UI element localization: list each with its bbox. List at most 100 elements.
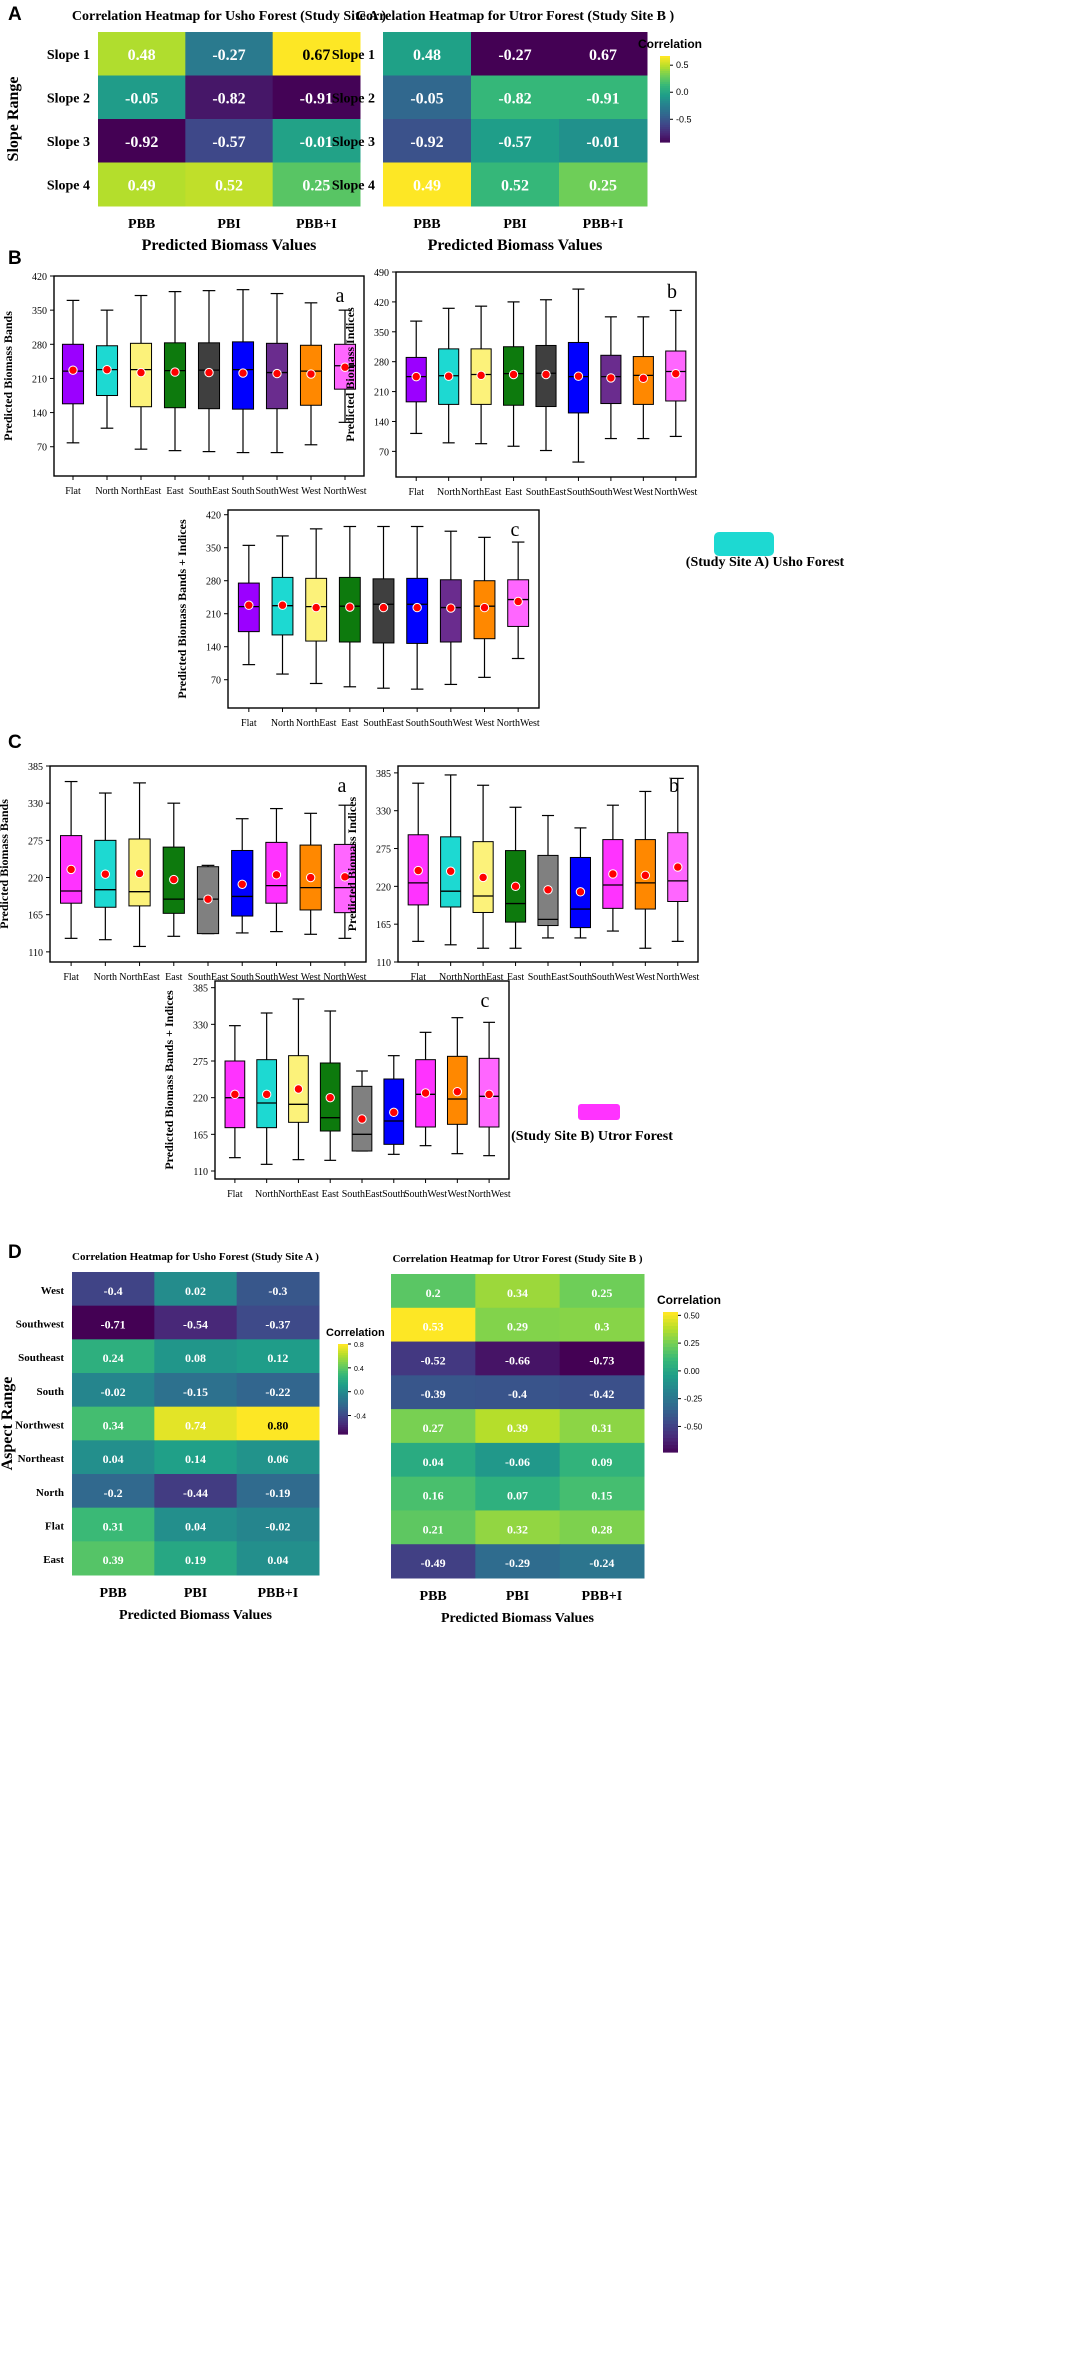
heatmap-value-label: 0.48 (413, 47, 441, 64)
panel-label-a: A (8, 4, 22, 25)
box-mean-marker (420, 1088, 431, 1098)
box-mean-marker (638, 373, 649, 384)
heatmap-value-label: 0.25 (302, 177, 330, 194)
heatmap-cell (154, 1373, 238, 1408)
box-mean-marker (170, 367, 180, 377)
box-mean-marker (445, 866, 456, 876)
heatmap-cell (98, 162, 186, 207)
x-tick-label: South (567, 487, 590, 498)
box-mean-marker (340, 872, 350, 882)
colorbar-segment (338, 1357, 348, 1361)
heatmap-cell (185, 119, 274, 163)
box-mean-marker (510, 881, 521, 892)
colorbar-segment (338, 1411, 348, 1415)
x-tick-label: NorthWest (654, 487, 697, 498)
heatmap-value-label: 0.12 (267, 1351, 288, 1365)
colorbar-segment (663, 1368, 678, 1373)
heatmap-row-label: Slope 1 (332, 48, 375, 63)
heatmap-row-label: West (41, 1285, 65, 1297)
box-mean-marker (230, 1089, 240, 1100)
heatmap-value-label: -0.3 (268, 1284, 287, 1298)
x-tick-label: West (301, 486, 321, 497)
box-mean-marker (484, 1089, 494, 1100)
heatmap-value-label: -0.05 (125, 90, 158, 107)
y-tick-label: 70 (211, 676, 221, 687)
heatmap-row-label: Southwest (16, 1319, 65, 1331)
x-tick-label: NorthWest (323, 972, 366, 983)
colorbar-segment (660, 122, 670, 126)
heatmap-column-label: PBB (413, 217, 440, 232)
heatmap-column-label: PBB (420, 1589, 447, 1604)
heatmap-value-label: -0.37 (265, 1318, 290, 1332)
boxplot-B-a: 70 140 210 280 350 420 Flat North NorthEast East S… (1, 272, 367, 497)
colorbar-segment (663, 1319, 678, 1324)
colorbar-segment (660, 103, 670, 107)
colorbar-segment (660, 81, 670, 85)
heatmap-column-label: PBB+I (582, 1589, 623, 1604)
x-tick-label: NorthWest (323, 486, 366, 497)
colorbar-segment (660, 107, 670, 111)
colorbar-segment (338, 1371, 348, 1374)
y-axis-label: Predicted Biomass Bands + Indices (162, 990, 176, 1170)
y-tick-label: 420 (32, 272, 47, 283)
heatmap-column-label: PBI (184, 1586, 207, 1601)
heatmap-value-label: -0.52 (421, 1353, 446, 1367)
heatmap-cell (475, 1274, 561, 1309)
colorbar-segment (663, 1417, 678, 1422)
x-tick-label: South (231, 486, 254, 497)
x-tick-label: North (437, 487, 460, 498)
box-mean-marker (378, 602, 389, 613)
heatmap-row-label: Northeast (18, 1453, 65, 1465)
heatmap-cell (383, 119, 472, 163)
colorbar-segment (338, 1350, 348, 1354)
boxplot-B-c: 70 140 210 280 350 420 Flat North NorthEast East S… (175, 509, 540, 729)
y-axis-label: Predicted Biomass Indices (343, 307, 357, 442)
heatmap-D1: Correlation Heatmap for Usho Forest (Stu… (0, 1251, 385, 1623)
colorbar-segment (338, 1366, 348, 1370)
colorbar-segment (660, 109, 670, 113)
colorbar-segment (660, 111, 670, 115)
heatmap-value-label: -0.01 (300, 134, 333, 151)
heatmap-y-axis-label: Aspect Range (0, 1377, 16, 1471)
x-tick-label: SouthEast (342, 1189, 383, 1200)
heatmap-value-label: -0.01 (586, 134, 619, 151)
heatmap-cell (236, 1305, 320, 1340)
colorbar-segment (338, 1346, 348, 1350)
subplot-letter: b (669, 775, 679, 797)
x-tick-label: Flat (227, 1189, 243, 1200)
y-tick-label: 280 (374, 358, 389, 369)
heatmap-cell (185, 75, 274, 120)
heatmap-cell (72, 1541, 155, 1576)
box-mean-marker (261, 1089, 272, 1100)
colorbar-segment (338, 1384, 348, 1388)
heatmap-x-axis-label: Predicted Biomass Values (428, 237, 603, 254)
heatmap-cell (272, 119, 361, 163)
heatmap-row-label: Flat (45, 1521, 64, 1533)
x-tick-label: SouthWest (255, 972, 298, 983)
heatmap-cell (471, 75, 560, 120)
colorbar-segment (338, 1409, 348, 1413)
heatmap-value-label: 0.14 (185, 1452, 206, 1466)
colorbar-segment (663, 1406, 678, 1411)
y-tick-label: 70 (37, 443, 47, 454)
heatmap-A2: Correlation Heatmap for Utror Forest (St… (332, 9, 702, 254)
box-mean-marker (204, 367, 214, 378)
heatmap-value-label: 0.80 (267, 1419, 288, 1433)
colorbar-segment (660, 99, 670, 102)
colorbar-segment (338, 1380, 348, 1383)
heatmap-value-label: 0.04 (423, 1455, 444, 1469)
boxplot-C-c: 110 165 220 275 330 385 Flat North NorthEast East… (162, 980, 511, 1200)
heatmap-value-label: 0.3 (594, 1320, 609, 1334)
heatmap-cell (236, 1406, 320, 1441)
x-tick-label: Flat (410, 972, 426, 983)
y-tick-label: 275 (193, 1057, 208, 1068)
heatmap-value-label: 0.31 (591, 1421, 612, 1435)
colorbar-segment (338, 1420, 348, 1424)
heatmap-cell (154, 1406, 238, 1441)
y-tick-label: 490 (374, 268, 389, 279)
heatmap-value-label: -0.73 (589, 1353, 614, 1367)
box-mean-marker (508, 369, 519, 380)
colorbar-segment (338, 1416, 348, 1419)
x-tick-label: West (447, 1189, 467, 1200)
